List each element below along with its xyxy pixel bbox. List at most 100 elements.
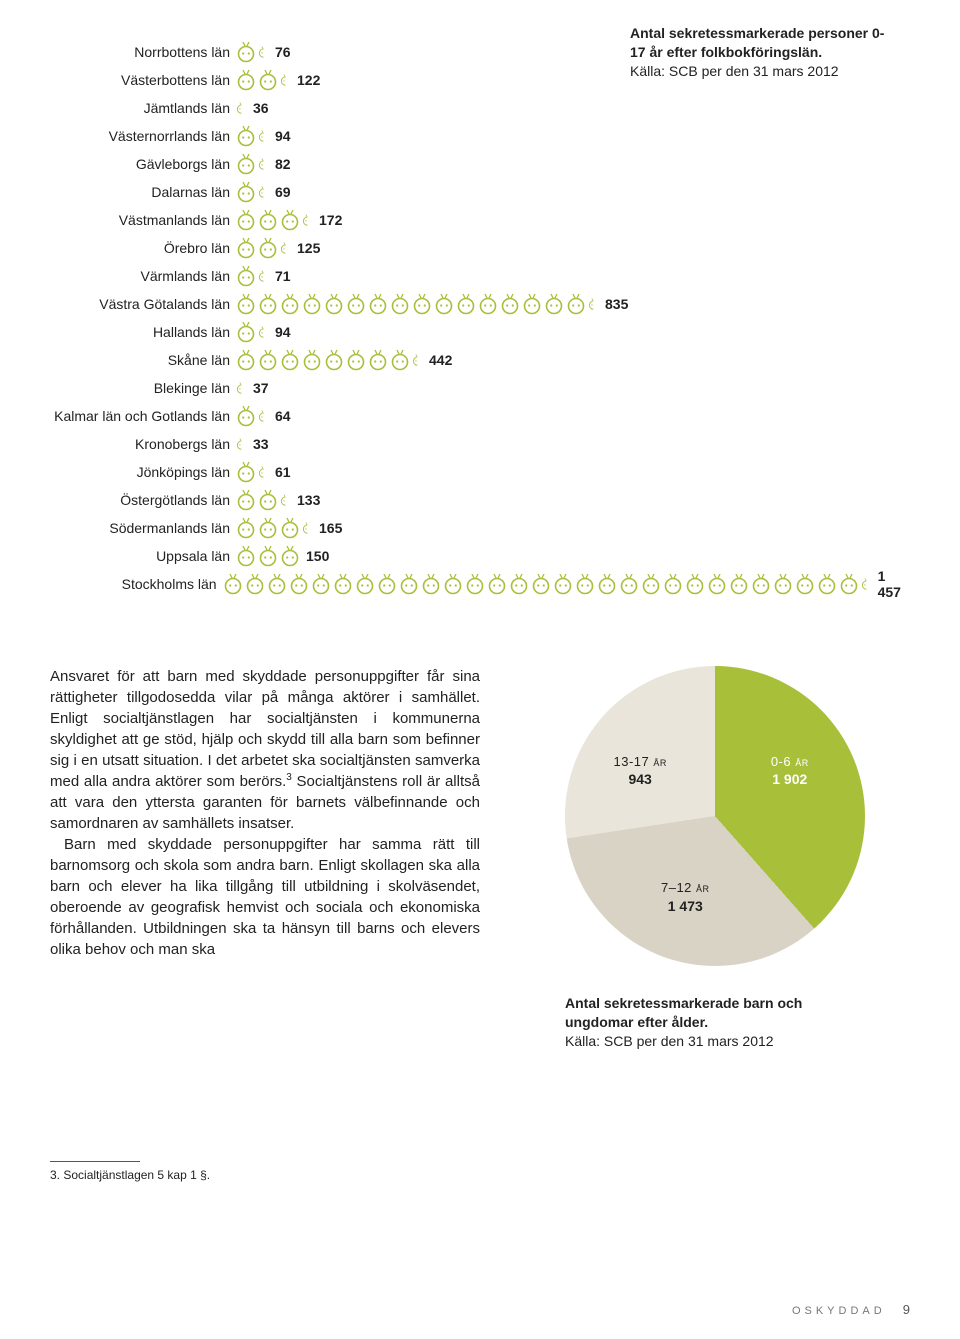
person-icon (280, 349, 300, 371)
person-icon (236, 153, 256, 175)
chart-row: Stockholms län (50, 572, 910, 596)
person-icon (509, 573, 529, 595)
person-icon (456, 293, 476, 315)
person-icon (399, 573, 419, 595)
person-icon (280, 545, 300, 567)
row-value: 125 (297, 240, 320, 256)
row-label: Jämtlands län (50, 100, 236, 116)
person-icon (236, 545, 256, 567)
person-icon-half (258, 265, 269, 287)
page-number: 9 (903, 1302, 910, 1317)
person-icon (236, 209, 256, 231)
person-icon-half (258, 405, 269, 427)
pie-slice-label: 7–12 år 1 473 (640, 880, 730, 915)
chart-row: Jämtlands län 36 (50, 96, 910, 120)
person-icon (267, 573, 287, 595)
row-value: 64 (275, 408, 291, 424)
row-label: Norrbottens län (50, 44, 236, 60)
row-icons (236, 69, 291, 91)
footnote-ref: 3 (286, 772, 292, 783)
row-icons (236, 209, 313, 231)
person-icon-half (236, 97, 247, 119)
chart-row: Jönköpings län 61 (50, 460, 910, 484)
person-icon (258, 349, 278, 371)
slice-age: 0-6 år (745, 754, 835, 771)
pie-caption: Antal sekretessmarkerade barn och ungdom… (565, 994, 865, 1051)
person-icon (311, 573, 331, 595)
chart-row: Västmanlands län (50, 208, 910, 232)
row-value: 94 (275, 324, 291, 340)
person-icon (566, 293, 586, 315)
person-icon (641, 573, 661, 595)
row-value: 122 (297, 72, 320, 88)
row-value: 172 (319, 212, 342, 228)
person-icon (236, 237, 256, 259)
row-icons (236, 461, 269, 483)
person-icon (236, 461, 256, 483)
person-icon (333, 573, 353, 595)
person-icon (377, 573, 397, 595)
chart-row: Västernorrlands län 94 (50, 124, 910, 148)
row-icons (236, 349, 423, 371)
row-icons (236, 405, 269, 427)
row-icons (236, 433, 247, 455)
footnote-text: Socialtjänstlagen 5 kap 1 §. (63, 1168, 210, 1182)
person-icon (280, 517, 300, 539)
row-label: Blekinge län (50, 380, 236, 396)
person-icon (302, 349, 322, 371)
row-icons (236, 321, 269, 343)
chart-row: Södermanlands län (50, 516, 910, 540)
pie-caption-title: Antal sekretessmarkerade barn och ungdom… (565, 995, 802, 1030)
person-icon (258, 545, 278, 567)
person-icon-half (258, 321, 269, 343)
person-icon-half (280, 69, 291, 91)
person-icon (368, 293, 388, 315)
slice-age: 7–12 år (640, 880, 730, 897)
person-icon (302, 293, 322, 315)
footer-word: OSKYDDAD (792, 1305, 886, 1317)
person-icon-half (280, 489, 291, 511)
pie-slice-label: 0-6 år 1 902 (745, 754, 835, 789)
row-label: Östergötlands län (50, 492, 236, 508)
person-icon (619, 573, 639, 595)
person-icon (575, 573, 595, 595)
row-label: Jönköpings län (50, 464, 236, 480)
slice-age: 13-17 år (595, 754, 685, 771)
person-icon (544, 293, 564, 315)
person-icon (223, 573, 243, 595)
person-icon (412, 293, 432, 315)
row-value: 69 (275, 184, 291, 200)
person-icon-half (258, 41, 269, 63)
row-icons (236, 545, 300, 567)
row-icons (236, 125, 269, 147)
row-label: Örebro län (50, 240, 236, 256)
row-value: 1 457 (878, 568, 910, 600)
person-icon (729, 573, 749, 595)
row-label: Stockholms län (50, 576, 223, 592)
chart-row: Dalarnas län 69 (50, 180, 910, 204)
chart-row: Kronobergs län 33 (50, 432, 910, 456)
row-value: 33 (253, 436, 269, 452)
person-icon-half (302, 209, 313, 231)
chart-row: Hallands län 94 (50, 320, 910, 344)
person-icon (751, 573, 771, 595)
chart-row: Gävleborgs län 82 (50, 152, 910, 176)
row-label: Hallands län (50, 324, 236, 340)
chart-row: Uppsala län 150 (50, 544, 910, 568)
person-icon-half (302, 517, 313, 539)
row-label: Kalmar län och Gotlands län (50, 408, 236, 424)
row-value: 76 (275, 44, 291, 60)
person-icon (258, 69, 278, 91)
person-icon (478, 293, 498, 315)
person-icon (236, 265, 256, 287)
footnotes: 3. Socialtjänstlagen 5 kap 1 §. (50, 1161, 480, 1182)
pie-slice-label: 13-17 år 943 (595, 754, 685, 789)
paragraph-2: Barn med skyddade personuppgifter har sa… (50, 834, 480, 960)
icon-bar-chart: Norrbottens län 76Västerbottens län (50, 40, 910, 596)
slice-value: 1 902 (745, 770, 835, 788)
person-icon (236, 181, 256, 203)
pie-chart: 0-6 år 1 902 7–12 år 1 473 13-17 år 943 (565, 666, 865, 966)
row-value: 37 (253, 380, 269, 396)
row-icons (236, 153, 269, 175)
person-icon-half (236, 377, 247, 399)
